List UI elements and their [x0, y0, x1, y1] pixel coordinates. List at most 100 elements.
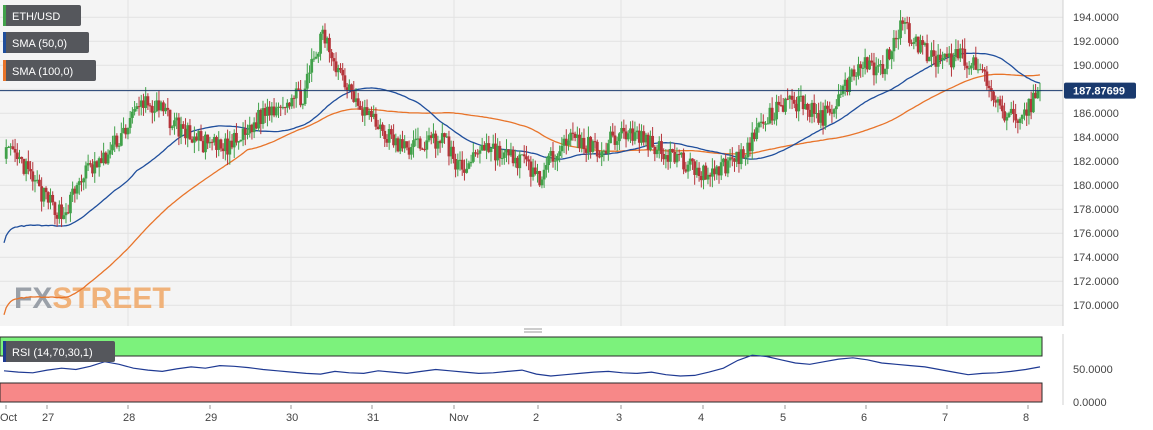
candle-body	[82, 178, 86, 183]
candle-body	[124, 127, 128, 135]
candle-body	[580, 137, 584, 148]
candle-body	[777, 101, 781, 105]
x-tick-label: 6	[861, 412, 867, 424]
candle-body	[679, 152, 683, 155]
candle-body	[996, 99, 1000, 103]
candle-body	[525, 156, 528, 160]
candle-body	[730, 157, 734, 159]
candle-body	[323, 29, 327, 44]
candle-body	[562, 138, 566, 146]
candle-body	[872, 62, 876, 76]
candle-body	[1000, 105, 1004, 112]
candle-body	[86, 163, 90, 166]
candle-body	[325, 37, 329, 44]
candlestick-series	[4, 10, 1042, 228]
candle-body	[7, 147, 10, 149]
price-tick-label: 170.0000	[1073, 300, 1119, 312]
candle-body	[181, 124, 185, 129]
candle-body	[277, 106, 280, 108]
candle-body	[11, 146, 15, 150]
candle-body	[722, 158, 725, 163]
candle-body	[516, 157, 519, 169]
candle-body	[49, 194, 52, 203]
legend-item-symbol: ETH/USD	[3, 5, 81, 26]
candle-body	[664, 155, 668, 160]
candle-body	[261, 108, 265, 124]
candle-body	[843, 79, 847, 86]
candle-body	[197, 131, 201, 141]
candle-body	[186, 125, 190, 139]
candle-body	[95, 161, 99, 168]
candle-body	[84, 165, 88, 179]
candle-body	[1031, 92, 1035, 113]
candle-body	[246, 133, 249, 135]
candle-body	[285, 102, 289, 108]
price-panel-grid	[0, 0, 1063, 326]
candle-body	[204, 134, 207, 153]
candle-body	[989, 88, 993, 92]
candle-body	[1036, 90, 1040, 99]
candle-body	[591, 141, 595, 152]
candle-body	[564, 138, 568, 146]
candle-body	[1027, 98, 1031, 116]
legend-item-swatch	[3, 60, 6, 81]
candle-body	[51, 194, 55, 203]
candle-body	[53, 202, 57, 215]
candle-body	[615, 141, 619, 145]
candle-body	[29, 169, 32, 172]
candle-body	[611, 131, 615, 136]
candle-body	[1034, 92, 1037, 99]
candle-body	[445, 136, 449, 138]
candle-body	[890, 51, 894, 60]
candle-body	[781, 105, 785, 112]
candle-body	[885, 49, 889, 69]
candle-body	[126, 127, 130, 135]
candle-body	[522, 154, 526, 157]
candle-body	[367, 110, 371, 116]
candle-body	[766, 123, 770, 125]
candle-body	[704, 165, 708, 180]
candle-body	[88, 163, 92, 165]
candle-body	[157, 100, 161, 111]
candle-body	[1007, 113, 1011, 118]
candle-body	[385, 138, 389, 143]
candle-body	[46, 192, 50, 203]
legend-item-label: SMA (50,0)	[12, 38, 67, 50]
candle-body	[865, 57, 869, 70]
candle-body	[243, 128, 247, 135]
candle-body	[416, 138, 420, 140]
candle-body	[133, 109, 137, 112]
candle-body	[438, 141, 442, 144]
candle-body	[376, 126, 380, 130]
candle-body	[992, 91, 995, 101]
candle-body	[330, 52, 334, 59]
candle-body	[901, 20, 905, 24]
candle-body	[4, 147, 8, 159]
candle-body	[115, 135, 119, 147]
candle-body	[272, 106, 276, 116]
candle-body	[511, 149, 515, 164]
panel-resize-handle[interactable]	[0, 326, 1063, 334]
candle-body	[42, 187, 46, 202]
candle-body	[903, 22, 907, 24]
rsi-tick-50: 50.0000	[1073, 364, 1113, 376]
candle-body	[513, 157, 517, 164]
candle-body	[403, 141, 407, 149]
candle-body	[478, 150, 482, 154]
legend-item-swatch	[3, 32, 6, 53]
candle-body	[332, 58, 336, 62]
candle-body	[469, 161, 473, 164]
candle-body	[662, 153, 666, 160]
candle-body	[759, 121, 763, 123]
candle-body	[97, 158, 101, 168]
candle-body	[223, 138, 227, 152]
candle-body	[22, 158, 26, 174]
candle-body	[108, 150, 112, 155]
legend-item-background	[3, 5, 81, 26]
candle-body	[502, 152, 506, 158]
candle-body	[666, 155, 670, 162]
candle-body	[93, 161, 97, 174]
candle-body	[978, 69, 982, 71]
candle-body	[573, 133, 577, 138]
x-tick-label: Oct	[0, 412, 17, 424]
